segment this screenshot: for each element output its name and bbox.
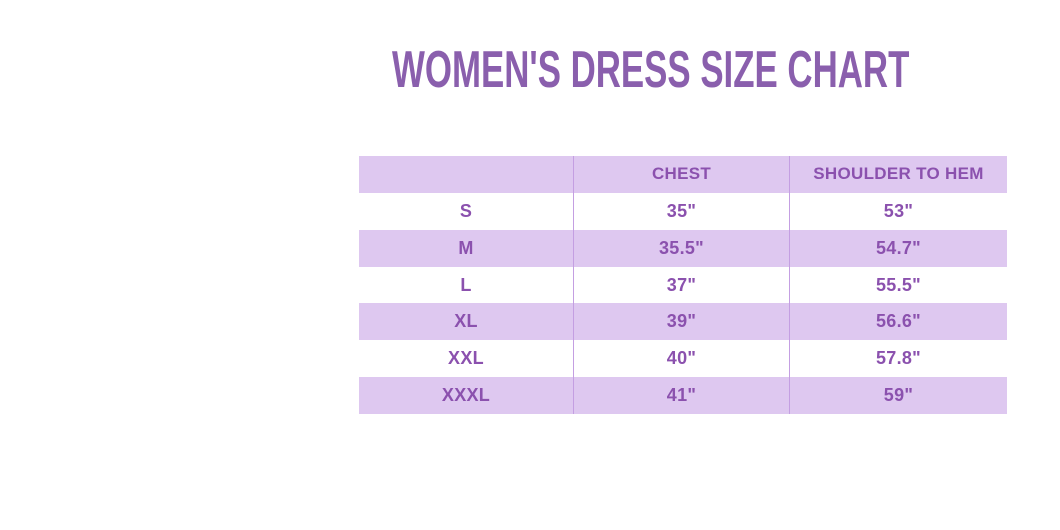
shoulder-to-hem-cell: 53" bbox=[789, 192, 1007, 230]
size-cell: L bbox=[460, 274, 472, 295]
page-title: WOMEN'S DRESS SIZE CHART bbox=[392, 41, 910, 99]
chest-cell: 41" bbox=[573, 377, 789, 415]
chest-cell: 35.5" bbox=[573, 229, 789, 267]
chest-cell: 35" bbox=[573, 192, 789, 230]
size-cell: M bbox=[458, 237, 474, 258]
size-cell: XXL bbox=[448, 348, 484, 369]
table-row-l: L 37" 55.5" bbox=[359, 266, 1007, 304]
chest-cell: 37" bbox=[573, 266, 789, 304]
chest-cell: 40" bbox=[573, 340, 789, 378]
size-cell: XL bbox=[454, 311, 478, 332]
shoulder-to-hem-cell: 55.5" bbox=[789, 266, 1007, 304]
chest-cell: 39" bbox=[573, 303, 789, 341]
size-cell: S bbox=[459, 200, 473, 221]
header-cell-size bbox=[359, 156, 573, 193]
table-row-xl: XL 39" 56.6" bbox=[359, 303, 1007, 341]
table-row-xxl: XXL 40" 57.8" bbox=[359, 340, 1007, 378]
shoulder-to-hem-cell: 54.7" bbox=[789, 229, 1007, 267]
header-cell-shoulder-to-hem: SHOULDER TO HEM bbox=[789, 156, 1007, 193]
table-row-xxxl: XXXL 41" 59" bbox=[359, 377, 1007, 415]
header-cell-chest: CHEST bbox=[573, 156, 789, 193]
shoulder-to-hem-cell: 59" bbox=[789, 377, 1007, 415]
table-row-m: M 35.5" 54.7" bbox=[359, 229, 1007, 267]
table-row-s: S 35" 53" bbox=[359, 192, 1007, 230]
size-chart-table: CHEST SHOULDER TO HEM S 35" 53" M 35.5" … bbox=[359, 156, 1007, 415]
shoulder-to-hem-cell: 57.8" bbox=[789, 340, 1007, 378]
size-cell: XXXL bbox=[441, 385, 491, 406]
shoulder-to-hem-cell: 56.6" bbox=[789, 303, 1007, 341]
table-header-row: CHEST SHOULDER TO HEM bbox=[359, 156, 1007, 193]
